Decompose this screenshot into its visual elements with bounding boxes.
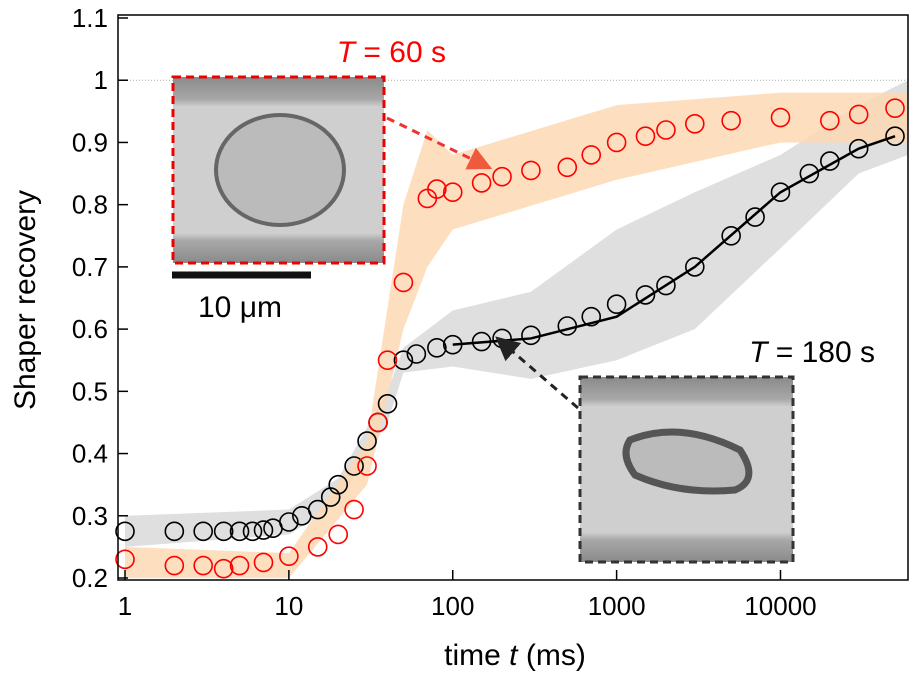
band bbox=[125, 80, 908, 547]
data-point bbox=[557, 157, 578, 178]
data-point bbox=[656, 120, 676, 140]
y-tick-label: 0.5 bbox=[72, 376, 108, 406]
x-tick-label: 1 bbox=[118, 591, 132, 621]
y-tick-label: 0.6 bbox=[72, 314, 108, 344]
data-point bbox=[885, 98, 905, 119]
y-tick-label: 1.1 bbox=[72, 3, 108, 33]
data-point bbox=[848, 104, 869, 125]
data-point bbox=[393, 350, 414, 371]
data-point bbox=[820, 110, 840, 131]
inset-60s bbox=[171, 75, 386, 265]
data-point bbox=[357, 431, 377, 451]
data-point bbox=[328, 524, 349, 545]
band bbox=[125, 92, 908, 579]
arrow bbox=[495, 336, 579, 410]
y-axis-label: Shaper recovery bbox=[9, 190, 42, 410]
data-point bbox=[328, 474, 349, 495]
arrow bbox=[386, 116, 493, 170]
x-label-part: time bbox=[444, 639, 509, 672]
data-point bbox=[492, 166, 512, 187]
frame bbox=[117, 14, 909, 581]
data-point bbox=[442, 334, 463, 355]
data-point bbox=[770, 107, 791, 128]
data-point bbox=[279, 512, 299, 532]
data-point bbox=[581, 145, 602, 165]
y-tick-label: 0.9 bbox=[72, 127, 108, 157]
data-point bbox=[242, 521, 263, 542]
data-point bbox=[606, 294, 627, 315]
data-point bbox=[721, 110, 741, 131]
data-point bbox=[253, 552, 274, 573]
data-point bbox=[799, 163, 820, 184]
data-point bbox=[193, 555, 213, 576]
data-point bbox=[442, 182, 463, 203]
data-point bbox=[377, 393, 398, 414]
data-point bbox=[406, 344, 427, 364]
data-point bbox=[193, 521, 213, 542]
data-point bbox=[770, 182, 791, 203]
x-label-part: (ms) bbox=[518, 639, 586, 672]
data-point bbox=[393, 272, 414, 293]
x-tick-label: 1000 bbox=[588, 591, 646, 621]
data-point bbox=[357, 456, 377, 476]
data-point bbox=[521, 160, 541, 181]
annotation: T = 180 s bbox=[749, 336, 875, 369]
y-tick-label: 0.7 bbox=[72, 252, 108, 282]
annotation-part: T bbox=[337, 36, 358, 69]
data-point bbox=[213, 558, 234, 579]
data-point bbox=[344, 499, 364, 520]
data-point bbox=[721, 225, 741, 246]
data-point bbox=[164, 555, 185, 576]
y-tick-label: 1 bbox=[94, 65, 108, 95]
x-tick-label: 100 bbox=[431, 591, 474, 621]
inset-180s bbox=[578, 375, 795, 564]
data-point bbox=[606, 132, 627, 153]
data-point bbox=[307, 499, 328, 520]
data-point bbox=[656, 275, 676, 296]
data-point bbox=[253, 520, 274, 540]
data-point bbox=[684, 113, 705, 134]
data-point bbox=[427, 337, 447, 358]
data-point bbox=[635, 285, 656, 305]
scale-bar-label: 10 μm bbox=[198, 291, 282, 324]
plot-area bbox=[115, 79, 908, 579]
data-point bbox=[521, 325, 541, 346]
data-point bbox=[684, 257, 705, 277]
data-point bbox=[557, 316, 578, 336]
fit-line bbox=[452, 135, 896, 346]
data-point bbox=[377, 350, 398, 371]
annotation-part: T bbox=[749, 336, 770, 369]
data-point bbox=[229, 555, 250, 576]
x-axis-label: time t (ms) bbox=[444, 639, 586, 672]
data-point bbox=[279, 546, 299, 567]
data-point bbox=[344, 456, 364, 476]
data-point bbox=[581, 306, 602, 327]
y-tick-label: 0.3 bbox=[72, 501, 108, 531]
data-point bbox=[307, 537, 328, 557]
data-point bbox=[115, 521, 135, 542]
annotation: T = 60 s bbox=[337, 36, 446, 69]
y-tick-label: 0.2 bbox=[72, 563, 108, 593]
data-point bbox=[471, 331, 492, 352]
data-point bbox=[115, 549, 135, 570]
annotation-part: = 180 s bbox=[767, 336, 875, 369]
y-tick-label: 0.4 bbox=[72, 439, 108, 469]
data-point bbox=[427, 179, 447, 199]
x-label-part: t bbox=[509, 639, 519, 672]
data-point bbox=[885, 126, 905, 147]
annotation-part: = 60 s bbox=[355, 36, 446, 69]
data-point bbox=[471, 173, 492, 193]
data-point bbox=[745, 207, 765, 227]
data-point bbox=[848, 138, 869, 159]
y-tick-label: 0.8 bbox=[72, 190, 108, 220]
data-point bbox=[820, 151, 840, 171]
data-point bbox=[635, 126, 656, 147]
data-point bbox=[229, 521, 250, 542]
x-tick-label: 10 bbox=[274, 591, 303, 621]
data-point bbox=[164, 521, 185, 542]
data-point bbox=[213, 521, 234, 542]
x-tick-label: 10000 bbox=[744, 591, 816, 621]
data-point bbox=[368, 412, 388, 433]
